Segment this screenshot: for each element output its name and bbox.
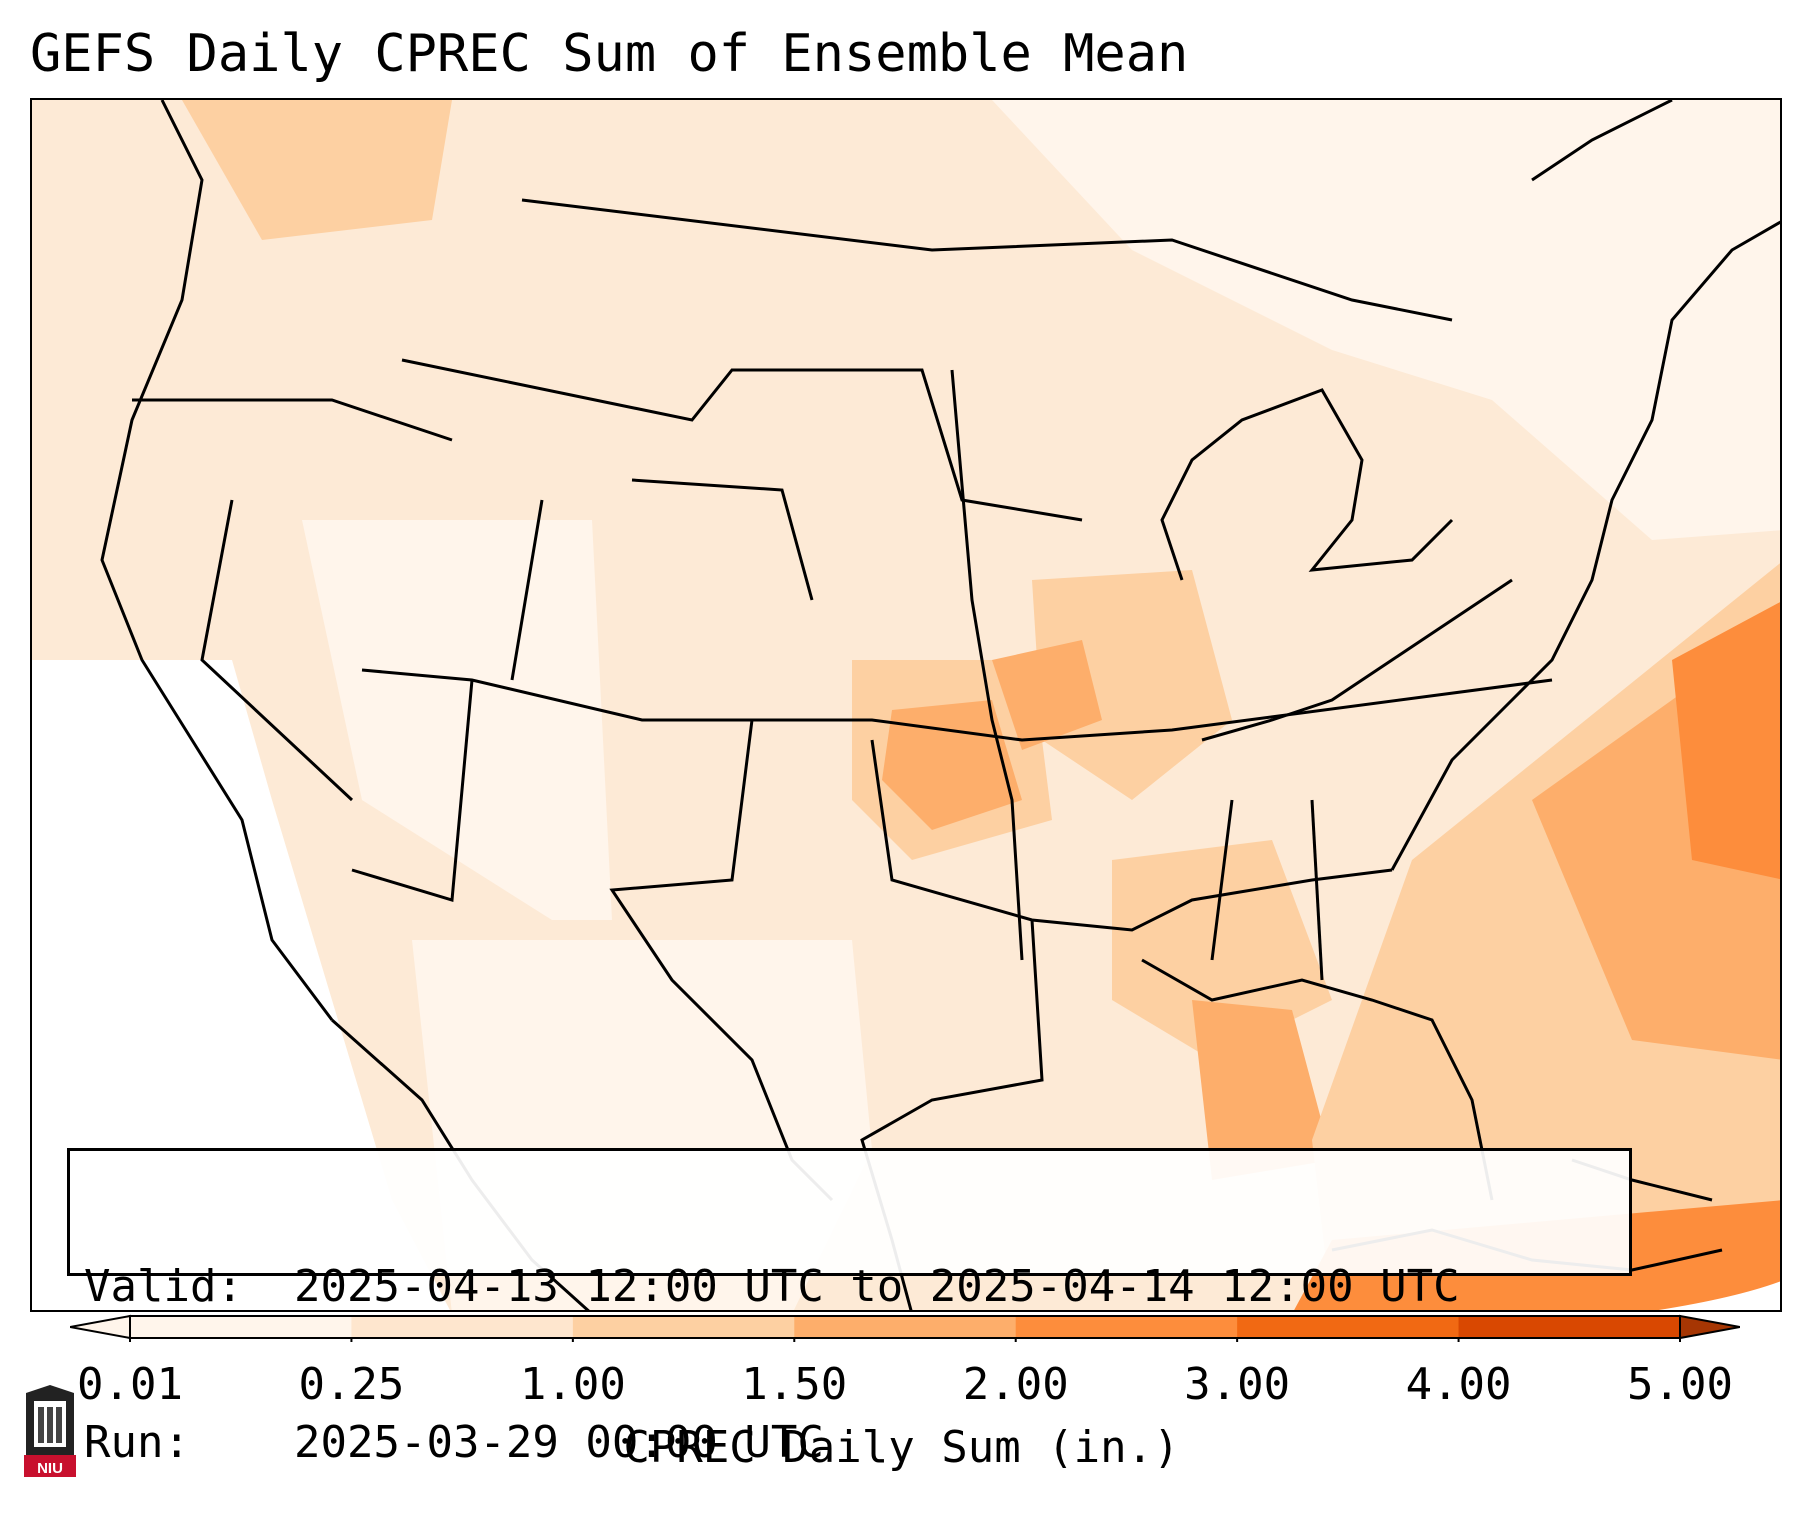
precipitation-map — [30, 98, 1782, 1312]
run-row: Run: 2025-03-29 00:00 UTC — [84, 1417, 1615, 1469]
map-canvas — [32, 100, 1780, 1310]
colorbar-tick-label: 4.00 — [1405, 1359, 1512, 1410]
colorbar-segment — [1458, 1316, 1681, 1338]
shading-light-southwest — [302, 520, 612, 920]
shading-light-northeast — [992, 100, 1780, 540]
colorbar-tick-label: 3.00 — [1184, 1359, 1291, 1410]
colorbar-tick-label: 1.50 — [741, 1359, 848, 1410]
shading-midwest — [1032, 570, 1232, 800]
shading-gulf — [1192, 1000, 1332, 1180]
colorbar-segment — [1015, 1316, 1238, 1338]
run-value: 2025-03-29 00:00 UTC — [294, 1417, 824, 1468]
validity-info-box: Valid: 2025-04-13 12:00 UTC to 2025-04-14… — [67, 1148, 1632, 1468]
valid-row: Valid: 2025-04-13 12:00 UTC to 2025-04-14… — [84, 1261, 1615, 1313]
shading-northwest — [182, 100, 452, 240]
colorbar-tick-label: 0.25 — [298, 1359, 405, 1410]
logo-text: NIU — [37, 1460, 63, 1477]
shading-oklahoma — [882, 700, 1022, 830]
colorbar-extend-min — [70, 1314, 131, 1340]
valid-value: 2025-04-13 12:00 UTC to 2025-04-14 12:00… — [294, 1261, 1460, 1312]
colorbar-tick-label: 1.00 — [519, 1359, 626, 1410]
shading-atlantic-core — [1672, 602, 1780, 880]
niu-logo-icon: NIU — [24, 1385, 76, 1477]
shading-light-west — [32, 660, 450, 1310]
colorbar-segment — [572, 1316, 795, 1338]
colorbar-tick-label: 5.00 — [1627, 1359, 1733, 1410]
colorbar-extend-max — [1679, 1314, 1740, 1340]
valid-label: Valid: — [84, 1261, 243, 1312]
colorbar-tick-label: 0.01 — [77, 1359, 183, 1410]
shading-missouri — [992, 640, 1102, 750]
map-title: GEFS Daily CPREC Sum of Ensemble Mean — [30, 24, 1189, 84]
colorbar-segment — [1237, 1316, 1460, 1338]
shading-south — [1112, 840, 1332, 1060]
colorbar-tick-label: 2.00 — [962, 1359, 1069, 1410]
colorbar-segment — [130, 1316, 352, 1338]
colorbar-segment — [794, 1316, 1017, 1338]
colorbar-label: CPREC Daily Sum (in.) — [623, 1422, 1180, 1473]
run-label: Run: — [84, 1417, 190, 1468]
colorbar — [70, 1314, 1740, 1342]
colorbar-segment — [351, 1316, 574, 1338]
